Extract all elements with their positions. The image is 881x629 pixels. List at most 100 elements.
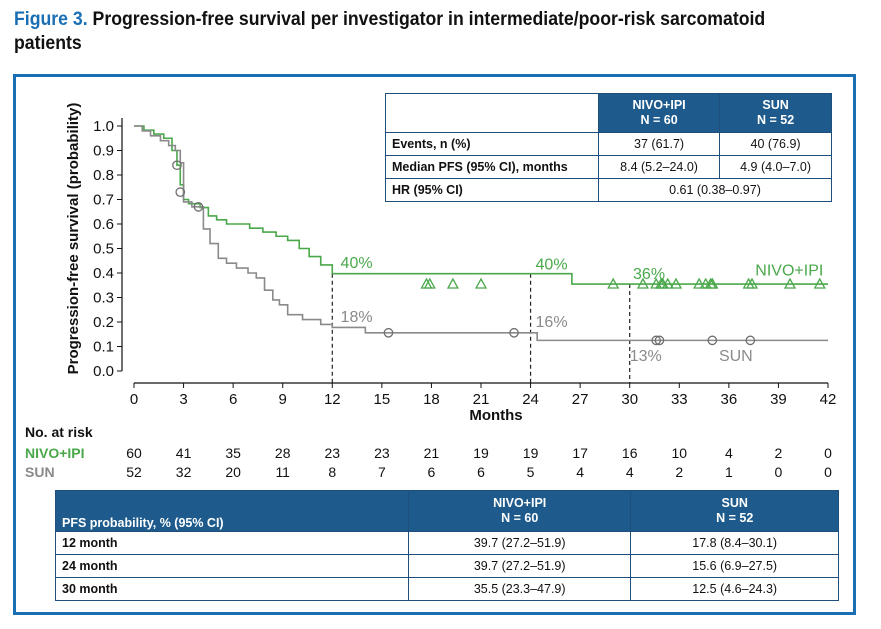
x-tick-label: 21 [473,391,490,408]
summary-header-nivo-line1: NIVO+IPI [632,98,686,112]
at-risk-value: 6 [428,464,436,480]
cell-sun: 15.6 (6.9–27.5) [630,554,839,578]
at-risk-value: 32 [176,464,192,480]
x-tick-label: 15 [374,391,391,408]
nivo-censor-mark [661,277,674,289]
at-risk-value: 6 [477,464,485,480]
nivo-censor-mark [446,277,460,289]
at-risk-value: 20 [225,464,241,480]
at-risk-value: 23 [324,445,340,461]
figure-title: Figure 3. Progression-free survival per … [14,8,814,56]
figure-title-text: Progression-free survival per investigat… [14,9,766,54]
at-risk-value: 2 [675,464,683,480]
at-risk-value: 19 [473,445,489,461]
sun-censor-mark [175,187,186,197]
nivo-censor-mark [783,277,797,289]
x-tick-label: 33 [671,391,688,408]
survival-curves [134,125,828,383]
nivo-censor-mark [693,277,706,289]
sun-censor-mark [193,202,204,212]
at-risk-value: 11 [275,464,290,480]
annotation-label: SUN [719,348,753,365]
x-tick-label: 6 [229,391,237,408]
y-tick-label: 0.1 [93,339,114,356]
figure-frame [13,74,856,615]
at-risk-value: 60 [126,445,142,461]
at-risk-value: 16 [622,445,638,461]
cell-nivo: 37 (61.7) [597,132,721,156]
annotation-label: 40% [536,256,568,273]
cell-nivo: 39.7 (27.2–51.9) [407,554,632,578]
row-label: Events, n (%) [385,132,599,156]
cell-sun: 17.8 (8.4–30.1) [630,531,839,555]
table-row: Events, n (%) 37 (61.7) 40 (76.9) [385,132,832,156]
cell-nivo: 35.5 (23.3–47.9) [407,577,632,601]
sun-censor-mark [654,335,665,346]
y-tick-label: 0.9 [93,143,114,160]
row-label: 30 month [55,577,409,601]
summary-header-nivo-line2: N = 60 [640,113,678,127]
hr-value: 0.61 (0.38–0.97) [598,178,832,202]
x-tick-label: 9 [279,391,287,408]
y-tick-label: 0.7 [93,192,114,209]
at-risk-value: 4 [725,445,733,461]
x-tick-label: 0 [130,391,138,408]
annotation-label: 36% [633,266,665,283]
y-tick-label: 0.6 [93,216,114,233]
annotation-label: NIVO+IPI [755,262,823,279]
nivo-ipi-curve [134,125,828,285]
at-risk-value: 28 [275,445,291,461]
annotation-label: 13% [630,348,662,365]
at-risk-value: 17 [572,445,588,461]
at-risk-value: 4 [626,464,634,480]
x-tick-label: 24 [522,391,539,408]
at-risk-value: 10 [671,445,687,461]
x-axis-label: Months [469,407,522,424]
pfs-header-nivo-line1: NIVO+IPI [493,496,547,510]
nivo-censor-mark [813,277,826,289]
at-risk-value: 52 [126,464,142,480]
at-risk-title: No. at risk [25,424,93,440]
sun-curve [134,125,828,342]
at-risk-row-label-nivo: NIVO+IPI [25,445,85,461]
at-risk-value: 7 [378,464,386,480]
cell-sun: 4.9 (4.0–7.0) [719,155,832,179]
nivo-censor-mark [474,277,488,289]
summary-corner [385,93,599,133]
annotations: 40% 40% 36% 18% 16% 13% NIVO+IPI SUN [341,255,824,365]
row-label: Median PFS (95% CI), months [385,155,599,179]
sun-censor-mark [651,335,662,346]
sun-censor-mark [707,335,718,346]
cell-nivo: 39.7 (27.2–51.9) [407,531,632,555]
summary-header-sun-line2: N = 52 [756,113,795,127]
cell-nivo: 8.4 (5.2–24.0) [597,155,721,179]
at-risk-value: 1 [725,464,733,480]
at-risk-value: 2 [775,445,783,461]
x-tick-label: 30 [621,391,638,408]
y-tick-label: 1.0 [93,118,114,135]
cell-sun: 40 (76.9) [719,132,832,156]
table-row: HR (95% CI) 0.61 (0.38–0.97) [385,178,832,202]
pfs-header-sun-line1: SUN [721,496,748,510]
sun-censor-mark [172,160,182,171]
at-risk-value: 4 [576,464,584,480]
y-tick-label: 0.4 [93,265,114,282]
pfs-header-sun: SUN N = 52 [630,490,839,532]
summary-header-nivo: NIVO+IPI N = 60 [597,93,721,133]
y-tick-label: 0.5 [93,241,114,258]
pfs-header-sun-line2: N = 52 [716,511,754,525]
annotation-label: 40% [341,255,373,272]
nivo-censor-mark [669,277,683,289]
at-risk-value: 0 [824,445,832,461]
table-row: 30 month 35.5 (23.3–47.9) 12.5 (4.6–24.3… [55,577,839,601]
nivo-censor-mark [745,277,759,289]
at-risk-value: 8 [328,464,336,480]
row-label: 24 month [55,554,409,578]
cell-sun: 12.5 (4.6–24.3) [630,577,839,601]
x-tick-label: 39 [770,391,787,408]
y-tick-label: 0.3 [93,290,114,307]
y-tick-label: 0.0 [93,363,114,380]
at-risk-value: 21 [424,445,440,461]
